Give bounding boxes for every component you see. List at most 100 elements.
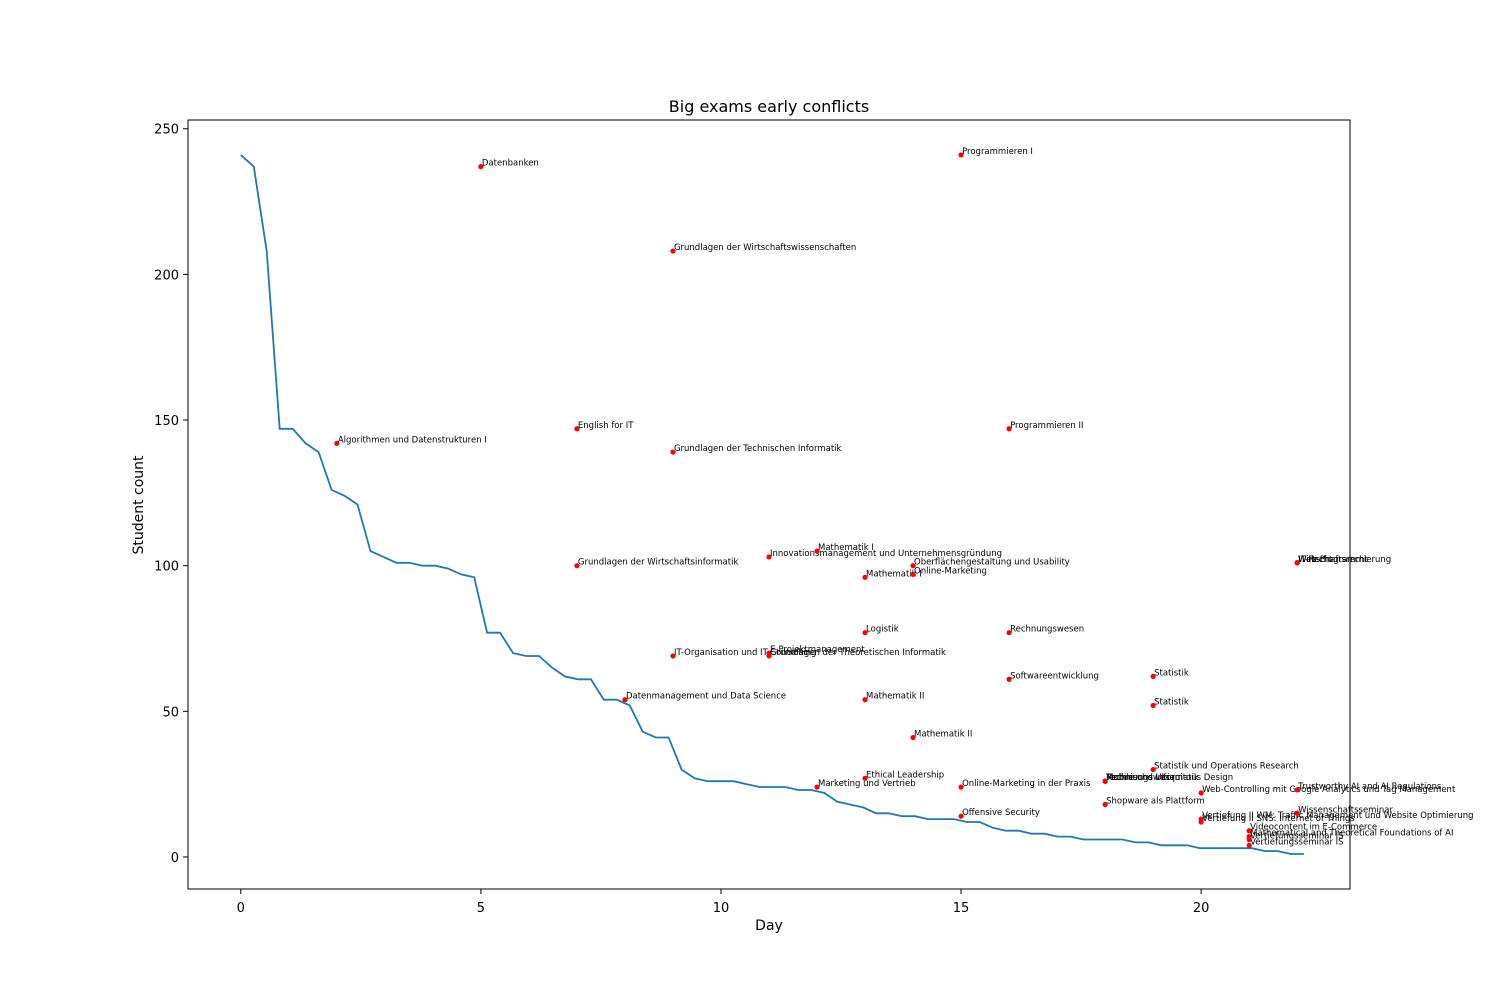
exam-label: Marketing und Vertrieb	[818, 779, 916, 789]
exam-point	[574, 563, 580, 569]
plot-frame	[187, 119, 1351, 890]
exam-label: IT-Organisation und IT-Controlling	[674, 648, 816, 658]
y-tick-label: 0	[171, 851, 179, 866]
exam-label: Grundlagen der Technischen Informatik	[674, 444, 842, 454]
x-tick-label: 0	[237, 901, 245, 916]
exam-label: Vertiefungsseminar IS	[1250, 831, 1343, 841]
exam-label: Trustworthy AI and AI Regulations	[1297, 782, 1442, 792]
exam-label: Mathematik I	[818, 543, 874, 553]
exam-label: Softwareentwicklung	[1010, 671, 1099, 681]
exam-label: Innovationsmanagement und Unternehmensgr…	[770, 549, 1002, 559]
exam-label: Statistik	[1154, 697, 1189, 707]
exam-point	[670, 449, 676, 455]
exam-label: English for IT	[578, 421, 634, 431]
exam-label: IT-Recht	[1298, 555, 1333, 565]
chart-title: Big exams early conflicts	[669, 97, 869, 116]
y-tick-label: 100	[154, 560, 179, 575]
exam-point	[910, 563, 916, 569]
exam-point	[1006, 426, 1012, 432]
exam-label: Datenmanagement und Data Science	[626, 692, 786, 702]
exam-point	[958, 784, 964, 790]
exam-point	[766, 653, 772, 659]
exam-point	[1198, 819, 1204, 825]
y-axis-title: Student count	[131, 455, 147, 555]
exam-label: Wissenschaftsseminar	[1298, 805, 1393, 815]
exam-label: Vertiefungsseminar IS	[1250, 837, 1343, 847]
exam-point	[574, 426, 580, 432]
exam-label: Datenbanken	[482, 159, 539, 169]
exam-label: Vertiefung II SNS: Internet of Things	[1202, 814, 1355, 824]
exam-label: Mobile und Ubiquitous Design	[1106, 773, 1233, 783]
x-tick-label: 20	[1193, 901, 1210, 916]
x-tick-label: 15	[953, 901, 970, 916]
exam-point	[1246, 842, 1252, 848]
exam-point	[862, 775, 868, 781]
exam-label: Videocontent im E-Commerce	[1250, 823, 1377, 833]
exam-point	[622, 697, 628, 703]
exam-point	[1246, 828, 1252, 834]
exam-point	[1102, 801, 1108, 808]
exam-point	[766, 554, 772, 560]
exam-label: Web-Programmierung	[1298, 555, 1391, 565]
y-tick-label: 50	[162, 705, 179, 720]
exam-label: Online-Marketing in der Praxis	[962, 779, 1091, 789]
exam-point	[910, 571, 916, 578]
x-axis: 0 5 10 15 20	[237, 889, 1210, 916]
exam-point	[958, 152, 964, 158]
exam-point	[862, 630, 868, 636]
exam-point	[814, 784, 820, 790]
exam-point	[478, 164, 484, 170]
exam-point	[1102, 778, 1108, 784]
x-axis-title: Day	[755, 918, 783, 934]
exam-point	[862, 574, 868, 580]
exam-point	[1294, 560, 1300, 566]
y-axis: 0 50 100 150 200 250	[154, 123, 188, 866]
exam-label: Grundlagen der Wirtschaftsinformatik	[578, 558, 739, 568]
y-tick-label: 150	[154, 414, 179, 429]
exam-label: Programmieren I	[962, 147, 1033, 157]
exam-point	[814, 548, 820, 554]
exam-point	[670, 653, 676, 659]
exam-label: Wirtschaftsrecht	[1298, 555, 1368, 565]
exam-point	[1150, 673, 1156, 679]
exam-label: Vertiefung II WM: Traffic Management und…	[1202, 811, 1473, 821]
exam-label: Oberflächengestaltung und Usability	[914, 558, 1070, 568]
exam-point	[334, 440, 340, 446]
exam-label: Ethical Leadership	[866, 770, 944, 780]
exam-label: Grundlagen der Wirtschaftswissenschaften	[674, 243, 856, 253]
exam-label: Technische Informatik	[1105, 773, 1199, 783]
exam-label: Mathematik I	[866, 569, 922, 579]
x-tick-label: 10	[713, 901, 730, 916]
exam-label: Rechnungswesen	[1106, 773, 1180, 783]
plot-area: Algorithmen und Datenstrukturen I Datenba…	[240, 147, 1474, 855]
exam-label: Logistik	[866, 625, 899, 635]
exam-point	[1246, 836, 1252, 843]
exam-label: Mathematik II	[866, 692, 924, 702]
exam-label: Mathematik II	[914, 730, 972, 740]
exam-label: Mathematical and Theoretical Foundations…	[1250, 829, 1453, 839]
exam-point	[910, 734, 916, 741]
exam-point	[862, 697, 868, 703]
exam-label: Programmieren II	[1010, 421, 1083, 431]
exam-label: Rechnungswesen	[1010, 625, 1084, 635]
exam-label: Statistik	[1154, 668, 1189, 678]
exam-point	[1294, 787, 1300, 793]
exam-point	[670, 248, 676, 254]
exam-point	[1006, 676, 1012, 682]
exam-label: Web-Controlling mit Google Analytics und…	[1202, 785, 1456, 795]
exam-point	[1150, 702, 1156, 709]
exam-point	[958, 813, 964, 819]
exam-point	[1150, 766, 1156, 773]
exam-label: Offensive Security	[962, 808, 1040, 818]
exam-label: Grundlagen der Theoretischen Informatik	[770, 648, 946, 658]
y-tick-label: 250	[154, 123, 179, 138]
exam-point	[1198, 790, 1204, 796]
exam-label: Online-Marketing	[914, 566, 987, 576]
x-tick-label: 5	[477, 901, 485, 916]
exam-label: Shopware als Plattform	[1106, 797, 1205, 807]
exam-label: E-Projektmanagement	[770, 645, 865, 655]
y-tick-label: 200	[154, 268, 179, 283]
exam-label: Statistik und Operations Research	[1154, 762, 1299, 772]
